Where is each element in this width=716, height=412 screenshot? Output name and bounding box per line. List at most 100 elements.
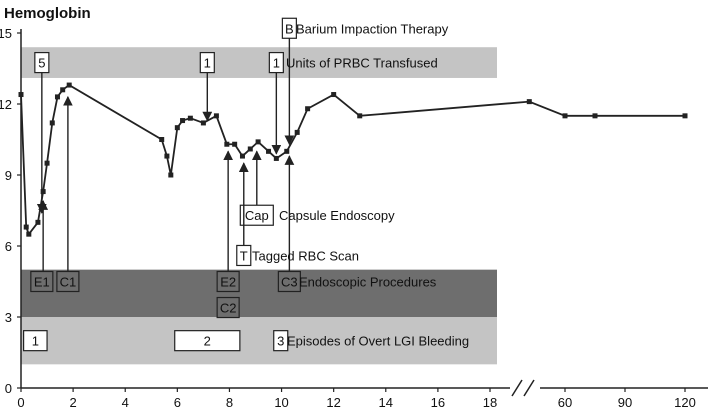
chart-title: Hemoglobin: [4, 5, 91, 22]
band-bleeding: [21, 317, 497, 365]
marker-box: [30, 270, 54, 293]
x-tick-label: 0: [17, 395, 24, 407]
bleeding-episode-box: [23, 330, 48, 352]
data-point: [66, 82, 72, 88]
bleeding-episode-box: [174, 330, 241, 352]
y-tick-label: 6: [5, 239, 12, 254]
data-point: [18, 92, 24, 98]
marker-label: Cap: [245, 208, 269, 223]
y-tick-label: 12: [0, 97, 12, 112]
marker-label: C1: [60, 275, 77, 290]
data-point: [562, 113, 568, 119]
axes-layer: [20, 29, 708, 397]
marker-label: 1: [273, 56, 280, 71]
data-point: [187, 115, 193, 121]
bleeding-episode-3: 3: [273, 330, 289, 352]
data-point: [266, 148, 272, 154]
x-tick-label: 90: [618, 395, 632, 407]
x-tick-label: 10: [274, 395, 288, 407]
bands-layer: [21, 47, 497, 365]
marker-c3: C3: [277, 155, 301, 293]
data-point: [40, 189, 46, 195]
x-tick-label: 18: [483, 395, 497, 407]
data-point: [168, 172, 174, 178]
marker-label: B: [285, 21, 294, 36]
data-point: [44, 160, 50, 166]
x-tick-label: 4: [122, 395, 129, 407]
data-point: [180, 118, 186, 124]
data-point: [35, 219, 41, 225]
marker-box: [34, 51, 50, 74]
x-tick-label: 16: [431, 395, 445, 407]
marker-box: [56, 270, 80, 293]
data-point: [526, 99, 532, 105]
bleeding-episode-label: 3: [277, 334, 284, 349]
marker-c2: C2: [216, 296, 240, 319]
data-point: [247, 146, 253, 152]
axis-break-mark: [511, 379, 523, 397]
data-point: [331, 92, 337, 98]
data-point: [49, 120, 55, 126]
x-tick-label: 120: [674, 395, 696, 407]
data-point: [23, 224, 29, 230]
bleeding-episode-label: 1: [32, 334, 39, 349]
bleeding-episode-label: 2: [204, 334, 211, 349]
x-tick-label: 8: [226, 395, 233, 407]
data-point: [54, 94, 60, 100]
data-point: [239, 153, 245, 159]
marker-box: [268, 51, 284, 74]
data-point: [60, 87, 66, 93]
marker-box: [199, 51, 215, 74]
data-point: [357, 113, 363, 119]
marker-e2: E2: [216, 150, 240, 293]
marker-box: [239, 204, 274, 226]
marker-box: [277, 270, 301, 293]
x-tick-label: 14: [379, 395, 393, 407]
data-point: [273, 155, 279, 161]
data-point: [682, 113, 688, 119]
x-tick-label: 2: [69, 395, 76, 407]
data-point: [255, 139, 261, 145]
marker-label: C2: [220, 301, 237, 316]
band-label-bleeding: Episodes of Overt LGI Bleeding: [287, 334, 469, 349]
data-point: [200, 120, 206, 126]
annotations-layer: 5 1 1 E1 C1 E2 C2 C3 B Cap T 1 2 3 Units of PRBC Trans…: [23, 17, 469, 352]
y-tick-label: 0: [5, 381, 12, 396]
marker-units-1a: 1: [199, 51, 215, 122]
marker-label: C3: [281, 275, 298, 290]
label-tagged: Tagged RBC Scan: [252, 248, 359, 263]
data-point: [294, 129, 300, 135]
marker-units-1b: 1: [268, 51, 284, 155]
y-tick-label: 15: [0, 26, 12, 41]
marker-e1: E1: [30, 200, 54, 293]
x-tick-label: 12: [326, 395, 340, 407]
marker-box: [216, 270, 240, 293]
y-tick-label: 9: [5, 168, 12, 183]
band-label-endoscopic: Endoscopic Procedures: [299, 275, 437, 290]
band-label-transfused: Units of PRBC Transfused: [286, 56, 438, 71]
band-transfused: [21, 47, 497, 78]
marker-t: T: [236, 162, 252, 267]
marker-box: [281, 17, 297, 39]
x-tick-label: 6: [174, 395, 181, 407]
data-point: [284, 148, 290, 154]
marker-label: T: [240, 248, 248, 263]
data-point: [213, 113, 219, 119]
marker-c1: C1: [56, 95, 80, 293]
data-point: [26, 231, 32, 237]
label-barium: Barium Impaction Therapy: [296, 21, 449, 36]
data-point: [224, 141, 230, 147]
bleeding-episode-2: 2: [174, 330, 241, 352]
marker-b: B: [281, 17, 297, 146]
data-point: [232, 141, 238, 147]
marker-label: 1: [204, 56, 211, 71]
marker-label: 5: [38, 56, 45, 71]
band-endoscopic: [21, 269, 497, 317]
data-point: [305, 106, 311, 112]
marker-box: [216, 296, 240, 319]
data-point: [174, 125, 180, 131]
marker-label: E2: [220, 275, 236, 290]
x-tick-label: 60: [558, 395, 572, 407]
